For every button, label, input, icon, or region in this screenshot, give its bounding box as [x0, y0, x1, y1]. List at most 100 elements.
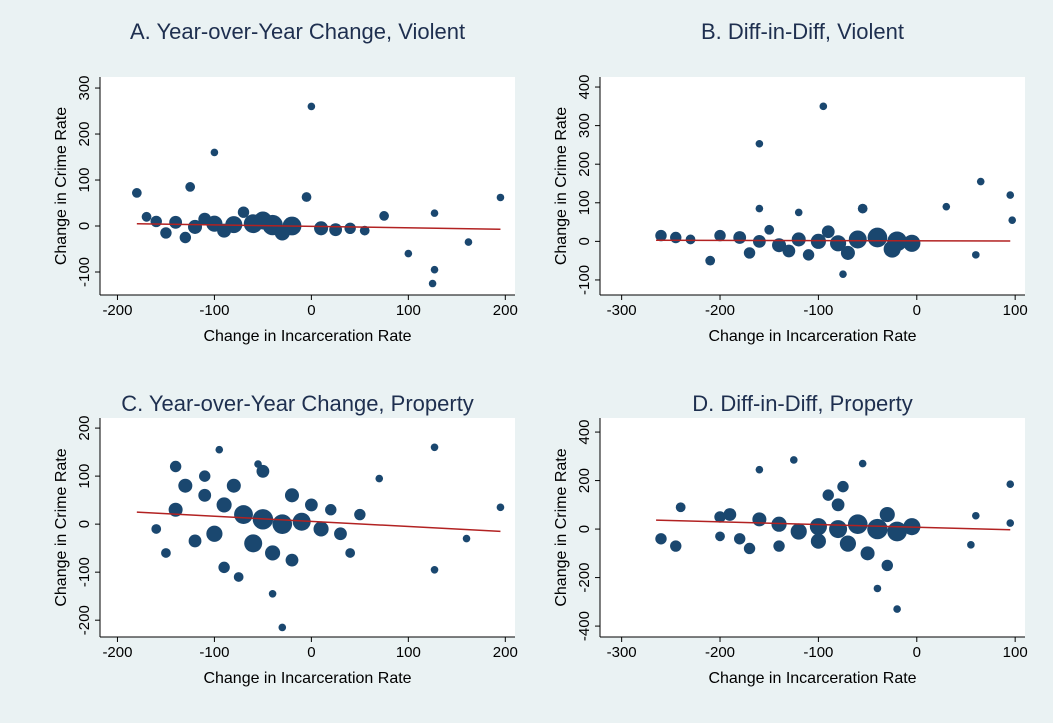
point: [161, 548, 171, 558]
point: [1006, 519, 1015, 527]
point: [810, 533, 826, 549]
y-tick-label: 200: [76, 122, 93, 147]
point: [752, 512, 767, 527]
point: [782, 244, 796, 258]
x-tick-label: -100: [803, 302, 833, 319]
x-axis-label: Change in Incarceration Rate: [708, 328, 916, 345]
x-tick-label: 0: [913, 302, 921, 319]
point: [430, 209, 439, 217]
x-tick-label: 100: [396, 644, 421, 661]
points: [131, 102, 505, 288]
point: [131, 188, 142, 198]
point: [879, 506, 895, 523]
y-tick-label: 400: [576, 75, 593, 100]
point: [821, 225, 835, 239]
point: [819, 102, 828, 111]
x-tick-label: -200: [102, 644, 132, 661]
point: [375, 474, 384, 483]
x-tick-label: -200: [102, 302, 132, 319]
point: [847, 514, 868, 535]
point: [655, 229, 667, 242]
point: [840, 245, 855, 260]
point: [198, 488, 212, 502]
x-tick-label: 0: [307, 302, 315, 319]
y-tick-label: 0: [76, 222, 93, 230]
point: [771, 516, 787, 532]
point: [831, 498, 845, 512]
point: [268, 589, 277, 598]
point: [839, 270, 847, 278]
plot-area: [600, 77, 1025, 295]
point: [873, 584, 882, 593]
chart-title: C. Year-over-Year Change, Property: [121, 391, 474, 416]
point: [714, 229, 726, 242]
point: [210, 148, 219, 157]
point: [430, 265, 439, 274]
point: [743, 247, 756, 259]
y-tick-label: 300: [76, 76, 93, 101]
x-axis-label: Change in Incarceration Rate: [203, 328, 411, 345]
point: [462, 534, 471, 543]
y-axis-label: Change in Crime Rate: [53, 448, 70, 606]
plot-area: [100, 77, 515, 295]
x-tick-label: -300: [607, 644, 637, 661]
point: [723, 508, 737, 521]
point: [150, 215, 162, 228]
point: [199, 470, 211, 482]
point: [334, 527, 347, 541]
point: [265, 545, 281, 561]
point: [733, 533, 746, 545]
point: [253, 211, 272, 230]
point: [858, 459, 867, 468]
y-tick-label: 300: [576, 113, 593, 138]
x-tick-label: 100: [1003, 302, 1028, 319]
y-tick-label: -100: [76, 557, 93, 587]
point: [802, 249, 815, 261]
point: [168, 502, 183, 517]
point: [218, 561, 230, 574]
point: [307, 102, 316, 111]
point: [185, 182, 196, 192]
chart-title: D. Diff-in-Diff, Property: [692, 391, 912, 416]
y-tick-label: 200: [576, 152, 593, 177]
y-axis-label: Change in Crime Rate: [53, 107, 70, 265]
y-tick-label: 200: [76, 416, 93, 441]
point: [179, 231, 192, 244]
point: [301, 192, 312, 202]
point: [1006, 480, 1015, 489]
x-tick-label: 0: [307, 644, 315, 661]
point: [379, 211, 389, 221]
point: [278, 623, 287, 632]
point: [188, 534, 202, 548]
point: [881, 559, 893, 572]
x-tick-label: 100: [396, 302, 421, 319]
point: [705, 255, 716, 266]
x-tick-label: -100: [199, 302, 229, 319]
point: [976, 177, 985, 186]
point: [903, 234, 921, 252]
point: [829, 520, 848, 539]
point: [755, 204, 764, 213]
point: [274, 225, 290, 241]
point: [675, 502, 686, 513]
point: [790, 456, 798, 464]
y-tick-label: -400: [576, 611, 593, 641]
point: [428, 279, 437, 288]
x-tick-label: -300: [607, 302, 637, 319]
point: [233, 572, 244, 582]
point: [967, 541, 975, 549]
point: [217, 223, 232, 238]
y-axis-label: Change in Crime Rate: [553, 448, 570, 606]
y-tick-label: 100: [76, 168, 93, 193]
points: [655, 456, 1015, 613]
point: [867, 518, 888, 540]
point: [178, 478, 193, 493]
point: [234, 505, 253, 524]
point: [188, 219, 203, 234]
y-tick-label: 0: [576, 525, 593, 533]
y-tick-label: -200: [76, 605, 93, 635]
y-tick-label: 200: [576, 468, 593, 493]
point: [325, 504, 337, 516]
chart-title: A. Year-over-Year Change, Violent: [130, 19, 465, 44]
